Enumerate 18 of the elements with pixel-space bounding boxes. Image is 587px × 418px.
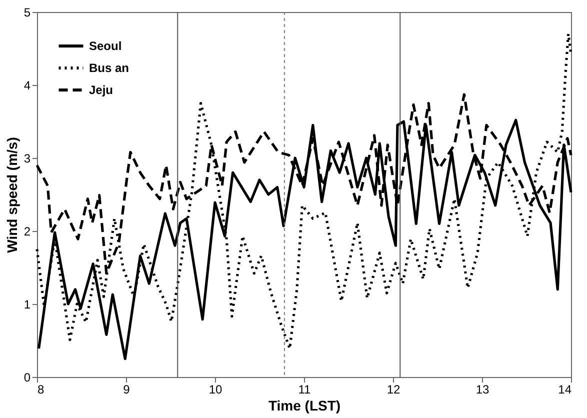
x-tick-label: 14 <box>558 382 572 396</box>
x-tick-label: 8 <box>38 382 44 396</box>
x-tick-label: 10 <box>208 382 222 396</box>
y-axis-title: Wind speed (m/s) <box>4 137 20 253</box>
y-tick-label: 4 <box>24 78 31 92</box>
y-tick-label: 2 <box>24 224 31 238</box>
y-tick-label: 1 <box>24 298 31 312</box>
legend-label: Seoul <box>89 39 122 53</box>
x-tick-label: 12 <box>386 382 400 396</box>
y-tick-label: 3 <box>24 152 31 166</box>
legend-label: Jeju <box>89 83 114 97</box>
y-tick-label: 5 <box>24 6 31 20</box>
y-tick-label: 0 <box>24 370 31 384</box>
x-tick-label: 9 <box>123 382 130 396</box>
legend-label: Bus an <box>89 61 130 75</box>
x-tick-label: 11 <box>298 382 312 396</box>
x-axis-title: Time (LST) <box>268 398 341 414</box>
x-tick-label: 13 <box>476 382 490 396</box>
